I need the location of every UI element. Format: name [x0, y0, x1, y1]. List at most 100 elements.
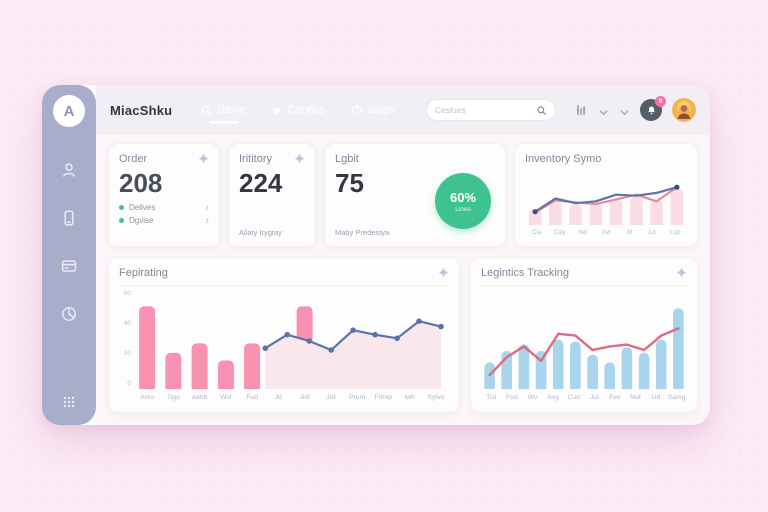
gauge-percent: 60%	[449, 189, 477, 205]
stat-value: 208	[119, 168, 163, 198]
x-axis-label: Ud	[651, 393, 661, 401]
y-axis-ticks: 50 40 30 0	[119, 290, 134, 389]
card-icon[interactable]	[60, 257, 78, 275]
x-axis-label: Jidi	[299, 393, 310, 401]
card-title: Irititory	[239, 153, 272, 165]
x-axis-label: Tigo	[166, 393, 180, 401]
x-axis-label: Nd	[578, 228, 587, 236]
main-nav: Savie Ceofics Sugis	[198, 98, 398, 124]
x-axis-label: Ares	[140, 393, 155, 401]
divider	[119, 285, 449, 286]
search-icon	[201, 105, 212, 115]
main-area: MiacShku Savie Ceofics Sugis	[96, 85, 710, 425]
bell-icon	[647, 106, 655, 114]
sidebar: A	[42, 85, 96, 425]
search-icon[interactable]	[536, 105, 547, 116]
clock-icon	[351, 105, 362, 115]
inventory-symo-chart	[525, 169, 687, 225]
x-axis-label: Wvl	[220, 393, 232, 401]
x-axis-label: Iwb	[404, 393, 415, 401]
y-axis-label: 50	[123, 290, 131, 297]
green-dot-icon	[119, 205, 124, 211]
sparkle-icon[interactable]	[438, 267, 449, 278]
chart-title: Fepirating	[119, 267, 168, 279]
x-axis-label: Jd	[274, 393, 282, 401]
row-label: Delives	[129, 203, 156, 213]
notification-badge: 9	[655, 96, 666, 107]
nav-item-savie[interactable]: Savie	[198, 98, 247, 124]
sparkle-icon[interactable]	[676, 267, 687, 278]
order-row-delives[interactable]: Delives ›	[119, 201, 209, 214]
charts-row: Fepirating 50 40 30 0 Ares Tigo Aebb Wvl Fud Jd J…	[108, 257, 698, 413]
stat-card-order: Order 208 Delives ›	[108, 143, 220, 247]
chevron-right-icon: ›	[205, 201, 209, 214]
inventory-symo-x-labels: Cia Cay Nd Avl Jd Ld Lup	[525, 227, 687, 237]
app-title: MiacShku	[110, 102, 173, 118]
x-axis-label: Tici	[486, 393, 497, 401]
grid-icon[interactable]	[60, 393, 78, 411]
fepirating-chart	[134, 290, 449, 389]
order-row-dgvise[interactable]: Dgvise ›	[119, 214, 209, 227]
chevron-down-icon[interactable]	[598, 105, 609, 116]
search-input[interactable]	[435, 105, 530, 115]
stat-subtitle: Maby Predestya	[335, 228, 390, 237]
sparkle-icon[interactable]	[294, 153, 305, 164]
nav-item-ceofics[interactable]: Ceofics	[269, 98, 327, 122]
x-axis-label: Fev	[609, 393, 621, 401]
nav-label: Savie	[217, 104, 245, 116]
user-avatar[interactable]	[672, 98, 696, 122]
x-axis-label: Jd	[625, 228, 633, 236]
x-axis-label: Fifrep	[374, 393, 393, 401]
x-axis-label: Nof	[630, 393, 641, 401]
stats-row: Order 208 Delives ›	[108, 143, 698, 247]
phone-icon[interactable]	[60, 209, 78, 227]
x-axis-label: Fod	[506, 393, 518, 401]
row-label: Dgvise	[129, 216, 154, 226]
x-axis-label: Jul	[589, 393, 599, 401]
x-axis-label: Avg	[547, 393, 559, 401]
x-axis-label: Samg	[667, 393, 686, 401]
x-axis-label: Lup	[670, 228, 681, 236]
y-axis-label: 0	[127, 380, 131, 387]
stat-card-inventory-symo: Inventory Symo Cia Cay Nd Avl Jd Ld Lup	[514, 143, 698, 247]
x-axis-label: Sytvo	[427, 393, 445, 401]
stat-card-logit: Lgbit 75 Maby Predestya 60% Lines	[324, 143, 506, 247]
x-axis-label: Jot	[326, 393, 336, 401]
stat-value: 224	[239, 168, 283, 198]
card-title: Inventory Symo	[525, 153, 602, 165]
legintics-x-labels: Tici Fod Wv Avg Cud Jul Fev Nof Ud Samg	[481, 391, 687, 403]
topbar-actions: 9	[574, 96, 696, 122]
stat-subtitle: Ailaty Irygtay	[239, 228, 282, 237]
app-window: A	[42, 85, 710, 425]
sparkle-icon[interactable]	[198, 153, 209, 164]
card-title: Order	[119, 153, 148, 165]
x-axis-label: Wv	[527, 393, 538, 401]
fepirating-x-labels: Ares Tigo Aebb Wvl Fud Jd Jidi Jot Prum Fifrep Iwb…	[134, 391, 449, 403]
nav-label: Ceofics	[287, 104, 325, 116]
search-box	[426, 99, 556, 121]
app-logo-button[interactable]: A	[53, 95, 85, 127]
pie-chart-icon[interactable]	[60, 305, 78, 323]
legintics-chart	[481, 290, 687, 389]
stat-card-inventory: Irititory 224 Ailaty Irygtay	[228, 143, 316, 247]
equalizer-icon[interactable]	[574, 103, 588, 117]
x-axis-label: Avl	[601, 228, 611, 236]
x-axis-label: Ld	[648, 228, 656, 236]
chevron-down-icon[interactable]	[619, 105, 630, 116]
x-axis-label: Cia	[531, 228, 542, 236]
notifications-button[interactable]: 9	[640, 96, 666, 121]
y-axis-label: 40	[123, 320, 131, 327]
x-axis-label: Aebb	[191, 393, 208, 401]
divider	[481, 285, 687, 286]
card-title: Lgbit	[335, 153, 359, 165]
x-axis-label: Cud	[567, 393, 580, 401]
x-axis-label: Fud	[246, 393, 258, 401]
green-dot-icon	[119, 218, 124, 224]
gauge-label: Lines	[455, 205, 471, 213]
user-icon[interactable]	[60, 161, 78, 179]
nav-item-sugis[interactable]: Sugis	[349, 98, 398, 122]
chart-card-fepirating: Fepirating 50 40 30 0 Ares Tigo Aebb Wvl Fud Jd J…	[108, 257, 460, 413]
stat-value: 75	[335, 168, 364, 198]
chevron-right-icon: ›	[205, 214, 209, 227]
